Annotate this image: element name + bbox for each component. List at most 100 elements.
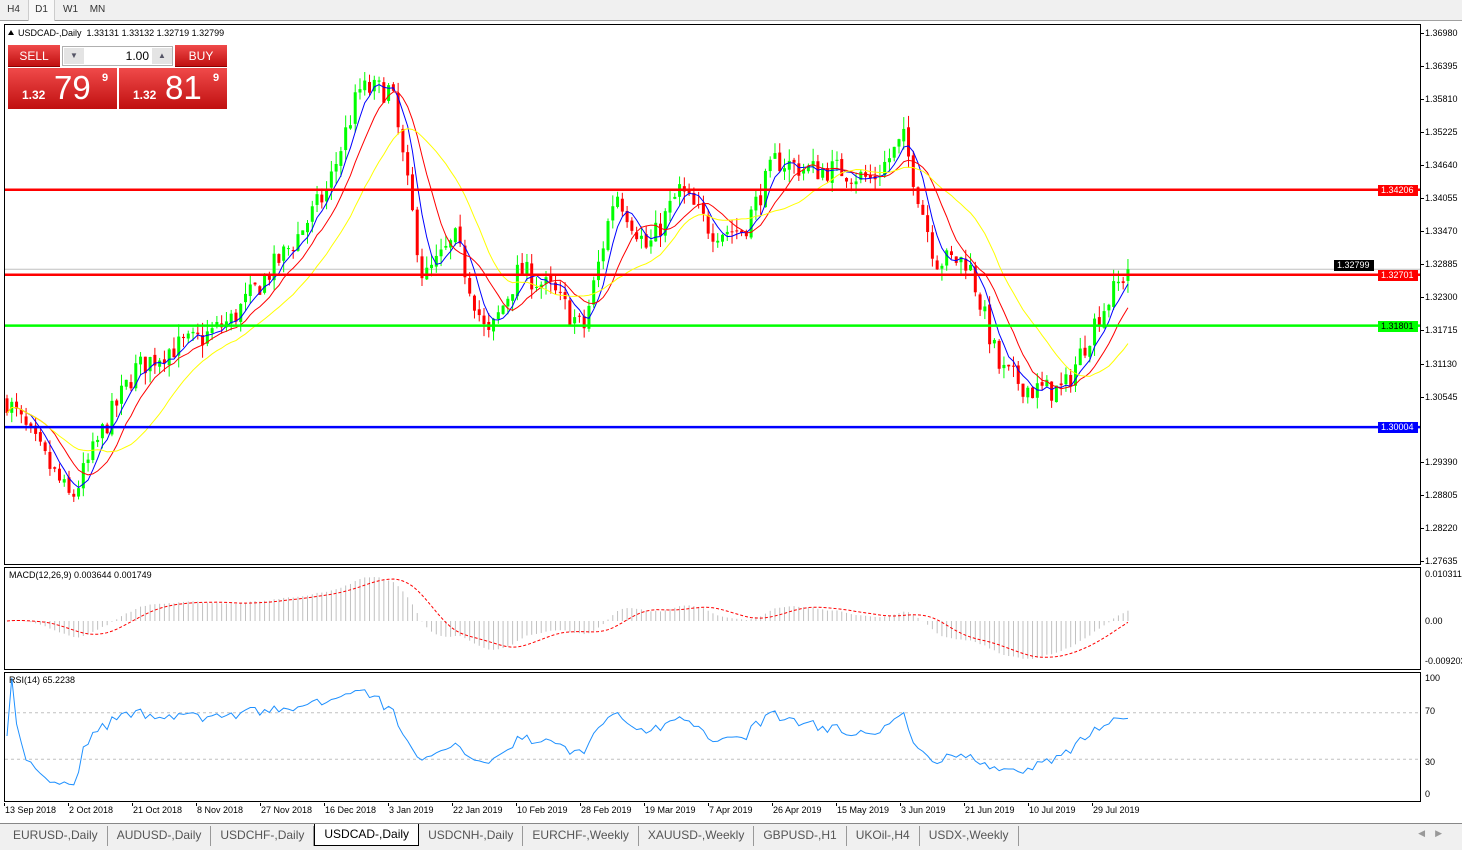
bull-candle (749, 209, 753, 238)
bear-candle (172, 348, 176, 358)
bull-candle (501, 305, 505, 314)
tab-gbpusd-h1[interactable]: GBPUSD-,H1 (754, 826, 847, 846)
macd-pane[interactable]: MACD(12,26,9) 0.003644 0.001749 (4, 567, 1421, 670)
bull-candle (296, 234, 300, 251)
date-tick (324, 803, 325, 806)
bear-candle (53, 467, 57, 469)
bull-candle (721, 234, 724, 242)
bear-candle (701, 202, 705, 214)
bull-candle (191, 331, 195, 334)
collapse-triangle-icon[interactable] (8, 30, 14, 35)
bull-candle (663, 211, 667, 236)
bull-candle (77, 488, 81, 497)
sell-price-button[interactable]: 1.32 79 9 (8, 68, 117, 109)
tab-xauusd-weekly[interactable]: XAUUSD-,Weekly (639, 826, 755, 846)
lot-increase-icon[interactable]: ▲ (152, 48, 172, 64)
bear-candle (759, 195, 763, 206)
bull-candle (534, 286, 538, 288)
date-tick (644, 803, 645, 806)
bear-candle (1121, 281, 1125, 284)
bull-candle (596, 261, 600, 281)
tab-eurchf-weekly[interactable]: EURCHF-,Weekly (523, 826, 639, 846)
tab-eurusd-daily[interactable]: EURUSD-,Daily (4, 826, 108, 846)
price-axis-label: 1.31130 (1425, 358, 1457, 369)
bear-candle (935, 260, 939, 270)
date-axis-label: 3 Jun 2019 (901, 805, 946, 815)
timeframe-h4[interactable]: H4 (7, 4, 20, 15)
bear-candle (849, 182, 853, 184)
bull-candle (229, 313, 233, 324)
bull-candle (215, 321, 219, 327)
rsi-pane[interactable]: RSI(14) 65.2238 (4, 672, 1421, 802)
bull-candle (344, 127, 348, 151)
price-tick (1421, 363, 1424, 365)
bear-candle (477, 309, 481, 316)
bull-candle (139, 356, 143, 365)
bull-candle (649, 240, 653, 247)
tab-ukoil-h4[interactable]: UKOil-,H4 (847, 826, 920, 846)
price-tick (1421, 165, 1424, 167)
tab-scroll-arrows-icon[interactable]: ◀▶ (1418, 828, 1452, 838)
lot-decrease-icon[interactable]: ▼ (64, 48, 84, 64)
tab-usdcnh-daily[interactable]: USDCNH-,Daily (419, 826, 524, 846)
timeframe-toolbar: H4 D1 W1 MN (0, 0, 1462, 21)
date-tick (900, 803, 901, 806)
bear-candle (57, 468, 61, 481)
price-tick (1421, 99, 1424, 101)
bull-candle (387, 85, 391, 101)
bear-candle (468, 278, 472, 294)
tab-usdcad-daily[interactable]: USDCAD-,Daily (314, 824, 420, 846)
lot-size-input[interactable] (85, 48, 151, 64)
bear-candle (930, 232, 934, 259)
bull-candle (511, 294, 515, 301)
date-axis-label: 22 Jan 2019 (453, 805, 503, 815)
bull-candle (992, 339, 996, 344)
bull-candle (1112, 281, 1116, 307)
bull-candle (244, 293, 247, 303)
bear-candle (258, 286, 262, 295)
macd-axis-label: -0.009203 (1425, 656, 1462, 666)
bull-candle (425, 267, 429, 280)
bull-candle (1116, 281, 1120, 284)
bull-candle (940, 265, 944, 269)
tab-usdchf-daily[interactable]: USDCHF-,Daily (211, 826, 315, 846)
bull-candle (301, 230, 305, 235)
current-price-label: 1.32799 (1334, 260, 1374, 272)
bear-candle (181, 336, 185, 339)
bear-candle (706, 214, 710, 234)
symbol-label: USDCAD-,Daily (18, 28, 82, 38)
bull-candle (654, 222, 658, 242)
bull-candle (453, 228, 457, 243)
tab-audusd-daily[interactable]: AUDUSD-,Daily (108, 826, 212, 846)
sell-button[interactable]: SELL (8, 45, 60, 67)
bull-candle (167, 349, 171, 366)
timeframe-mn[interactable]: MN (89, 4, 106, 15)
price-chart-pane[interactable] (4, 24, 1421, 565)
bear-candle (825, 168, 829, 181)
price-tick (1421, 396, 1424, 398)
bear-candle (1007, 364, 1011, 367)
buy-button[interactable]: BUY (175, 45, 227, 67)
date-axis-label: 26 Apr 2019 (773, 805, 822, 815)
tab-usdx-weekly[interactable]: USDX-,Weekly (920, 826, 1019, 846)
bull-candle (668, 200, 672, 213)
date-axis-label: 21 Jun 2019 (965, 805, 1015, 815)
bear-candle (1059, 383, 1063, 386)
bull-candle (1054, 385, 1058, 403)
bull-candle (124, 379, 128, 387)
lot-size-stepper[interactable]: ▼ ▲ (62, 46, 173, 66)
buy-price-button[interactable]: 1.32 81 9 (119, 68, 227, 109)
price-tick (1421, 231, 1424, 233)
bull-candle (363, 80, 367, 91)
date-axis-label: 13 Sep 2018 (5, 805, 57, 815)
bull-candle (62, 479, 66, 483)
timeframe-d1[interactable]: D1 (28, 0, 55, 21)
bull-candle (773, 153, 777, 159)
bull-candle (787, 160, 791, 170)
timeframe-w1[interactable]: W1 (63, 4, 78, 15)
bull-candle (186, 333, 190, 339)
bull-candle (310, 206, 314, 222)
bear-candle (472, 295, 476, 311)
bear-candle (463, 245, 467, 278)
rsi-title: RSI(14) 65.2238 (9, 675, 76, 685)
